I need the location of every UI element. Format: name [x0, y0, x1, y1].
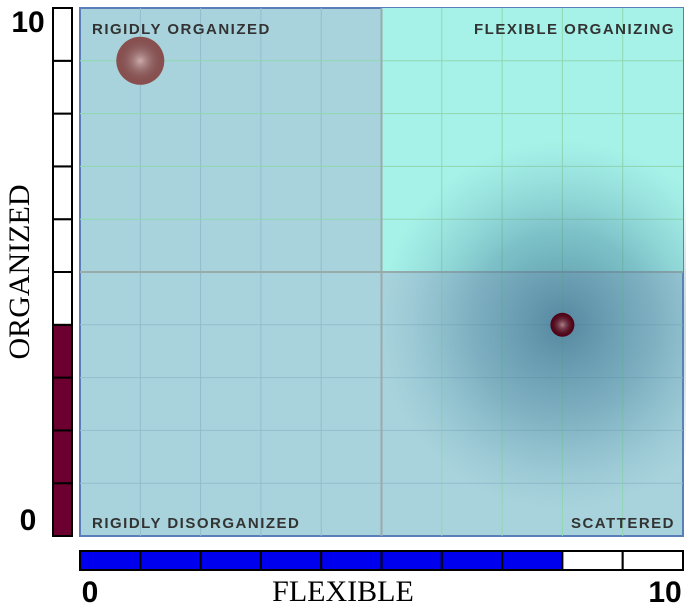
x-score-segment	[201, 551, 261, 570]
x-score-segment	[442, 551, 502, 570]
y-axis-label: ORGANIZED	[3, 185, 36, 360]
plot-area	[80, 8, 686, 536]
y-score-segment	[53, 325, 72, 378]
y-score-segment	[53, 114, 72, 167]
point-shine	[550, 313, 574, 337]
quadrant-label: FLEXIBLE ORGANIZING	[474, 21, 675, 38]
y-score-segment	[53, 166, 72, 219]
y-score-segment	[53, 61, 72, 114]
x-tick-label: 0	[82, 576, 99, 609]
quadrant-label: RIGIDLY DISORGANIZED	[92, 515, 300, 532]
x-score-segment	[623, 551, 683, 570]
x-score-segment	[321, 551, 381, 570]
y-score-segment	[53, 272, 72, 325]
quadrant-label: RIGIDLY ORGANIZED	[92, 21, 271, 38]
x-score-segment	[502, 551, 562, 570]
y-score-segment	[53, 219, 72, 272]
y-tick-label: 0	[20, 504, 37, 537]
y-score-segment	[53, 378, 72, 431]
x-score-segment	[140, 551, 200, 570]
point-shine	[116, 37, 164, 85]
x-score-segment	[261, 551, 321, 570]
chart: ORGANIZED FLEXIBLE RIGIDLY ORGANIZED FLEX…	[0, 0, 686, 611]
x-score-segment	[382, 551, 442, 570]
x-score-segment	[562, 551, 622, 570]
y-tick-label: 10	[11, 6, 44, 39]
y-score-segment	[53, 430, 72, 483]
x-axis-label: FLEXIBLE	[272, 575, 414, 608]
quadrant-label: SCATTERED	[571, 515, 675, 532]
x-tick-label: 10	[648, 576, 681, 609]
x-score-segment	[80, 551, 140, 570]
y-score-segment	[53, 8, 72, 61]
y-score-segment	[53, 483, 72, 536]
